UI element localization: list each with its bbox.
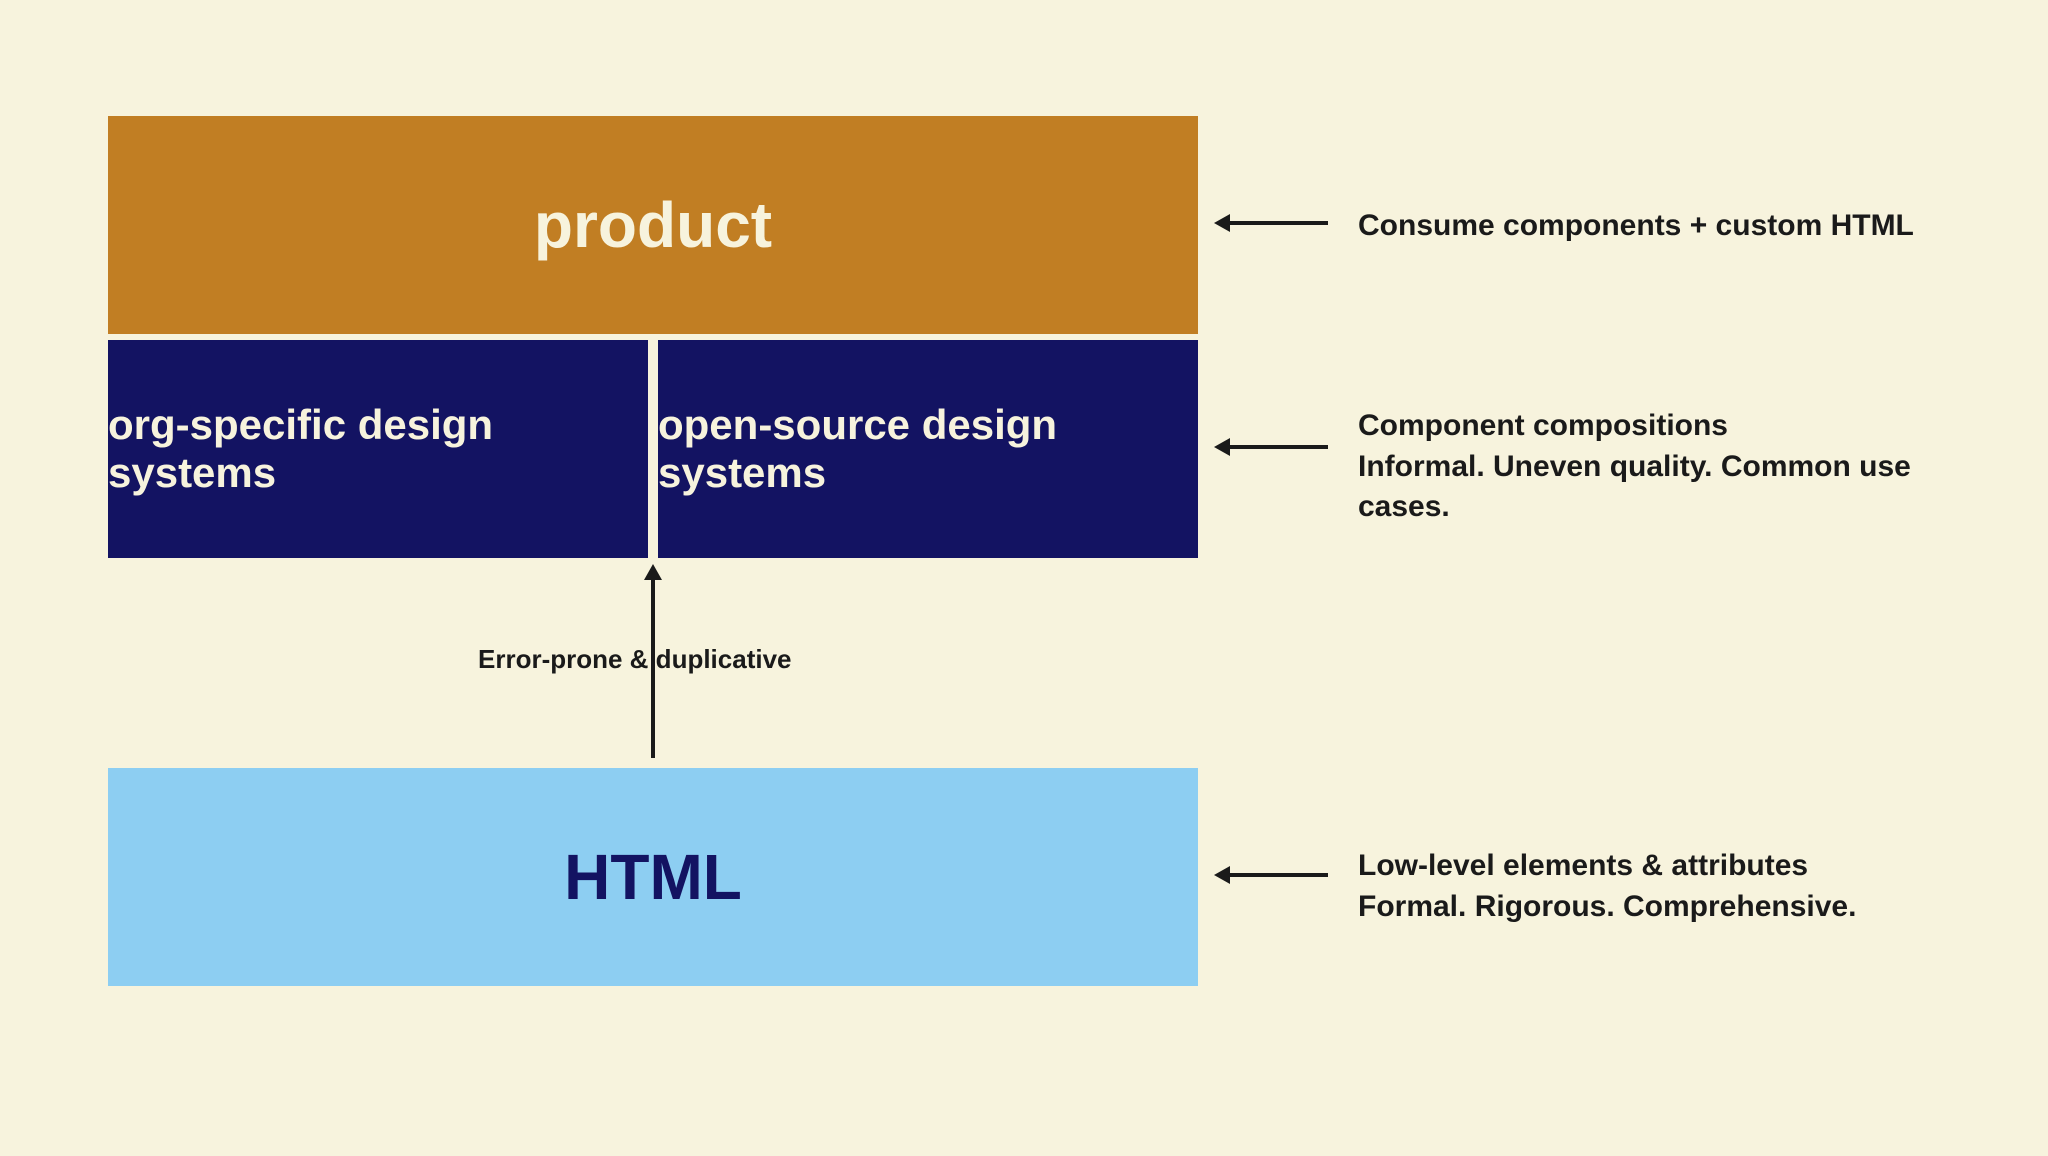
- layer-product-label: product: [534, 188, 772, 262]
- arrow-to-design-systems: [1228, 445, 1328, 449]
- arrow-to-html: [1228, 873, 1328, 877]
- annotation-product-line1: Consume components + custom HTML: [1358, 206, 1914, 247]
- layer-org-ds-label: org-specific design systems: [108, 401, 648, 497]
- annotation-html-line2: Formal. Rigorous. Comprehensive.: [1358, 887, 1856, 928]
- layer-product: product: [108, 116, 1198, 334]
- annotation-gap-line1: Error-prone & duplicative: [478, 642, 792, 677]
- annotation-ds-line1: Component compositions: [1358, 406, 1928, 447]
- annotation-gap: Error-prone & duplicative: [478, 642, 792, 677]
- layer-diagram: product org-specific design systems open…: [108, 116, 1928, 986]
- annotation-html: Low-level elements & attributes Formal. …: [1358, 846, 1856, 927]
- annotation-ds-line2: Informal. Uneven quality. Common use cas…: [1358, 447, 1928, 528]
- annotation-design-systems: Component compositions Informal. Uneven …: [1358, 406, 1928, 528]
- annotation-product: Consume components + custom HTML: [1358, 206, 1914, 247]
- layer-html: HTML: [108, 768, 1198, 986]
- arrow-to-product: [1228, 221, 1328, 225]
- layer-org-design-systems: org-specific design systems: [108, 340, 648, 558]
- layer-html-label: HTML: [564, 840, 742, 914]
- layer-oss-ds-label: open-source design systems: [658, 401, 1198, 497]
- annotation-html-line1: Low-level elements & attributes: [1358, 846, 1856, 887]
- layer-oss-design-systems: open-source design systems: [658, 340, 1198, 558]
